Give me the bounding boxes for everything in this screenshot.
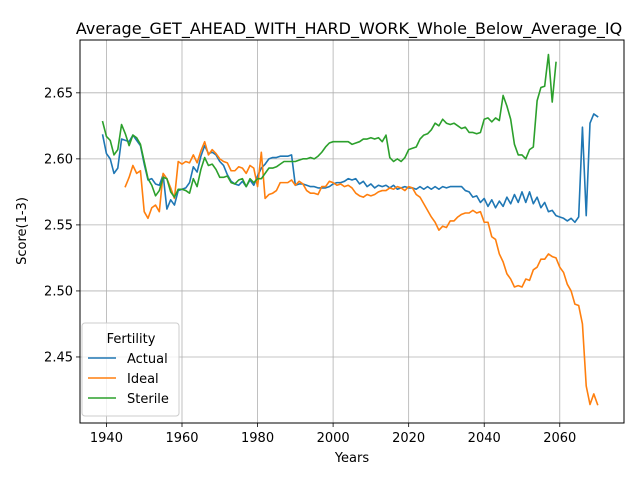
legend-label-ideal: Ideal — [127, 372, 159, 387]
y-tick-label: 2.65 — [44, 86, 73, 101]
y-tick-label: 2.45 — [44, 350, 73, 365]
series-lines — [101, 53, 599, 406]
x-tick-label: 1940 — [90, 431, 123, 446]
y-axis: 2.45 2.50 2.55 2.60 2.65 — [44, 86, 80, 365]
y-tick-label: 2.50 — [44, 284, 73, 299]
plot-frame — [79, 39, 625, 424]
x-tick-label: 2040 — [468, 431, 501, 446]
series-line-sterile — [101, 53, 557, 198]
x-axis-title: Years — [334, 451, 370, 466]
x-tick-label: 2060 — [543, 431, 576, 446]
y-tick-label: 2.60 — [44, 152, 73, 167]
legend-box — [81, 322, 180, 417]
chart-title: Average_GET_AHEAD_WITH_HARD_WORK_Whole_B… — [76, 19, 622, 39]
x-tick-label: 1960 — [165, 431, 198, 446]
x-tick-label: 2020 — [392, 431, 425, 446]
series-line-actual — [101, 113, 599, 224]
x-tick-label: 2000 — [317, 431, 350, 446]
legend: Fertility Actual Ideal Sterile — [81, 322, 180, 417]
series-line-ideal — [124, 140, 599, 406]
legend-label-actual: Actual — [127, 352, 168, 367]
x-tick-label: 1980 — [241, 431, 274, 446]
y-tick-label: 2.55 — [44, 218, 73, 233]
legend-title: Fertility — [107, 332, 156, 347]
x-axis: 1940 1960 1980 2000 2020 2040 2060 — [90, 423, 576, 446]
legend-label-sterile: Sterile — [127, 392, 169, 407]
y-axis-title: Score(1-3) — [15, 197, 30, 265]
